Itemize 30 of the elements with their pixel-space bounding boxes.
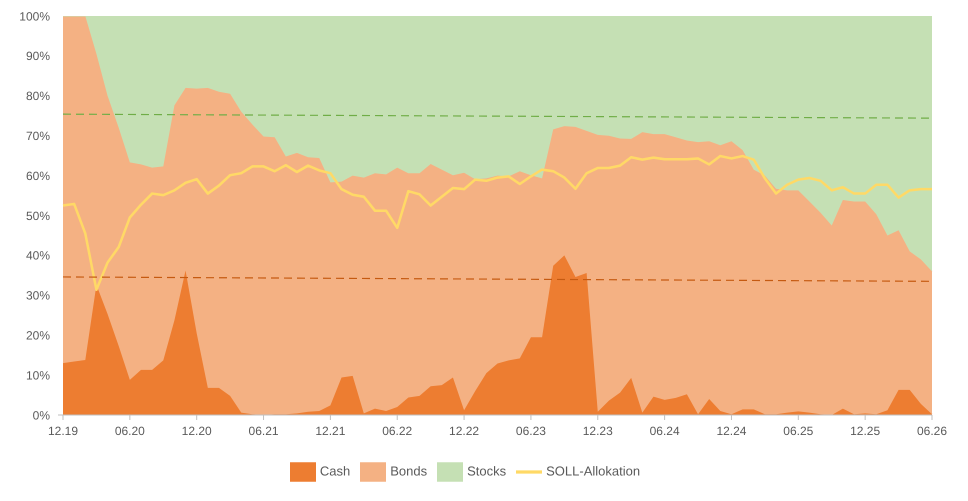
x-tick-label: 12.19 <box>48 424 78 438</box>
legend-label: Bonds <box>390 463 428 478</box>
x-tick-label: 06.24 <box>650 424 680 438</box>
legend-label: Stocks <box>467 463 506 478</box>
x-tick-label: 06.21 <box>248 424 279 438</box>
y-tick-label: 40% <box>26 248 50 263</box>
x-tick-label: 12.24 <box>716 424 747 438</box>
x-tick-label: 12.23 <box>582 424 614 438</box>
y-tick-label: 10% <box>26 368 50 382</box>
x-tick-label: 06.23 <box>516 424 546 438</box>
x-tick-label: 12.20 <box>182 424 212 438</box>
y-tick-label: 0% <box>32 408 50 422</box>
x-tick-label: 12.22 <box>449 424 480 438</box>
y-tick-label: 60% <box>26 168 50 183</box>
y-tick-label: 70% <box>26 128 50 143</box>
y-tick-label: 80% <box>26 89 50 104</box>
x-tick-label: 06.26 <box>916 424 948 438</box>
y-tick-label: 30% <box>26 288 50 303</box>
line-series <box>62 154 934 291</box>
y-tick-label: 20% <box>26 328 50 342</box>
y-tick-label: 50% <box>26 208 50 223</box>
legend-label: Cash <box>320 463 350 478</box>
legend-label: SOLL-Allokation <box>546 463 640 478</box>
x-tick-label: 06.25 <box>783 424 814 438</box>
y-tick-label: 90% <box>26 49 50 64</box>
y-tick-label: 100% <box>19 9 50 24</box>
x-tick-label: 06.22 <box>382 424 413 438</box>
x-tick-label: 12.21 <box>315 424 346 438</box>
x-tick-label: 06.20 <box>114 424 146 438</box>
x-tick-label: 12.25 <box>850 424 880 438</box>
